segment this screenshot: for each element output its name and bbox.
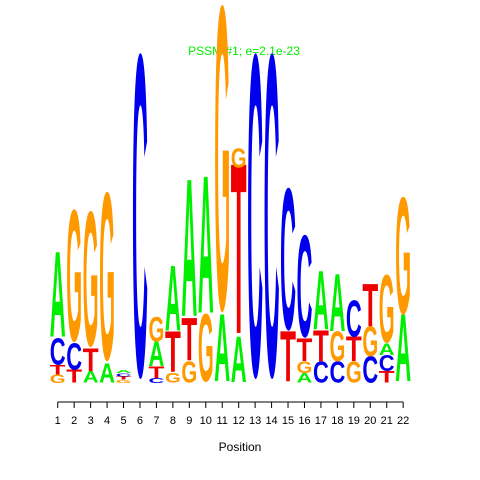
chart-title: PSSM #1; e=2.1e-23: [188, 44, 300, 58]
logo-letter-g: G: [329, 324, 345, 371]
logo-letter-c: C: [132, 0, 148, 473]
x-tick-label: 4: [104, 415, 110, 427]
x-tick-label: 9: [186, 415, 192, 427]
x-tick-label: 13: [249, 415, 261, 427]
logo-letter-c: C: [264, 0, 280, 473]
logo-letter-c: C: [149, 377, 165, 385]
logo-letter-c: C: [362, 348, 378, 391]
logo-letter-g: G: [99, 143, 115, 411]
x-tick-label: 15: [282, 415, 294, 427]
logo-letter-t: T: [165, 319, 181, 385]
logo-letter-g: G: [297, 358, 313, 377]
x-tick-label: 5: [120, 415, 126, 427]
logo-letter-t: T: [83, 342, 99, 379]
x-tick-label: 19: [348, 415, 360, 427]
x-tick-label: 7: [153, 415, 159, 427]
x-tick-label: 3: [88, 415, 94, 427]
logo-letter-g: G: [116, 379, 132, 384]
x-tick-label: 11: [217, 415, 228, 427]
logo-letter-c: C: [329, 355, 345, 389]
x-tick-label: 14: [265, 415, 277, 427]
logo-letter-a: A: [198, 134, 214, 355]
logo-letter-a: A: [83, 368, 99, 387]
logo-letter-c: C: [247, 0, 263, 473]
logo-letter-c: C: [297, 206, 313, 368]
x-tick-label: 16: [298, 415, 310, 427]
logo-letter-t: T: [313, 321, 329, 371]
logo-letter-a: A: [181, 137, 197, 358]
x-tick-label: 20: [364, 415, 376, 427]
logo-letter-g: G: [165, 370, 181, 386]
x-tick-label: 17: [315, 415, 327, 427]
logo-letter-c: C: [280, 147, 296, 372]
x-tick-label: 22: [397, 415, 409, 427]
logo-letter-t: T: [66, 366, 82, 387]
logo-letter-a: A: [116, 369, 133, 374]
logo-letter-g: G: [149, 311, 165, 350]
logo-letter-t: T: [181, 306, 197, 374]
logo-letter-a: A: [99, 358, 115, 389]
logo-letter-g: G: [214, 0, 230, 401]
logo-letter-g: G: [50, 372, 66, 385]
x-tick-label: 1: [55, 415, 61, 427]
logo-letter-t: T: [280, 316, 296, 397]
logo-letter-a: A: [329, 257, 345, 349]
logo-letter-a: A: [231, 324, 247, 396]
logo-letter-a: A: [395, 294, 411, 402]
logo-letter-g: G: [66, 172, 82, 381]
x-tick-label: 18: [331, 415, 343, 427]
x-tick-label: 12: [233, 415, 245, 427]
logo-letter-a: A: [165, 247, 181, 352]
x-axis-label: Position: [219, 440, 262, 454]
logo-letter-c: C: [346, 291, 362, 348]
logo-letter-t: T: [149, 363, 166, 382]
logo-letter-t: T: [362, 272, 378, 340]
logo-letter-c: C: [313, 355, 329, 389]
x-tick-label: 10: [200, 415, 212, 427]
logo-letter-t: T: [231, 112, 247, 385]
logo-letter-a: A: [214, 294, 230, 402]
logo-letter-a: A: [379, 341, 395, 360]
logo-letter-c: C: [66, 335, 82, 378]
logo-letter-g: G: [395, 164, 411, 349]
logo-letter-g: G: [231, 143, 247, 174]
x-tick-label: 21: [381, 415, 393, 427]
logo-letter-g: G: [181, 357, 197, 390]
logo-letter-a: A: [50, 227, 66, 363]
x-tick-label: 2: [71, 415, 77, 427]
logo-letter-g: G: [346, 357, 362, 390]
logo-letter-t: T: [297, 332, 313, 369]
logo-letter-t: T: [116, 375, 133, 380]
logo-letter-t: T: [346, 329, 362, 369]
logo-letter-a: A: [149, 335, 165, 375]
x-tick-label: 8: [170, 415, 176, 427]
logo-letter-c: C: [116, 373, 133, 378]
logo-letter-a: A: [313, 254, 329, 348]
logo-letter-c: C: [50, 330, 66, 373]
logo-letter-g: G: [198, 294, 214, 402]
logo-letter-t: T: [379, 368, 396, 387]
logo-letter-a: A: [297, 370, 313, 386]
x-tick-label: 6: [137, 415, 143, 427]
logo-letter-c: C: [379, 349, 395, 376]
x-axis: 1 2 3 4 5 6 7 8 9 10 11 12 13 14 15 16 17 18 19 20 21 22: [55, 401, 409, 427]
logo-letter-g: G: [379, 255, 395, 363]
logo-letter-g: G: [83, 172, 99, 387]
logo-letter-g: G: [362, 319, 378, 366]
logo-letter-t: T: [50, 362, 66, 378]
